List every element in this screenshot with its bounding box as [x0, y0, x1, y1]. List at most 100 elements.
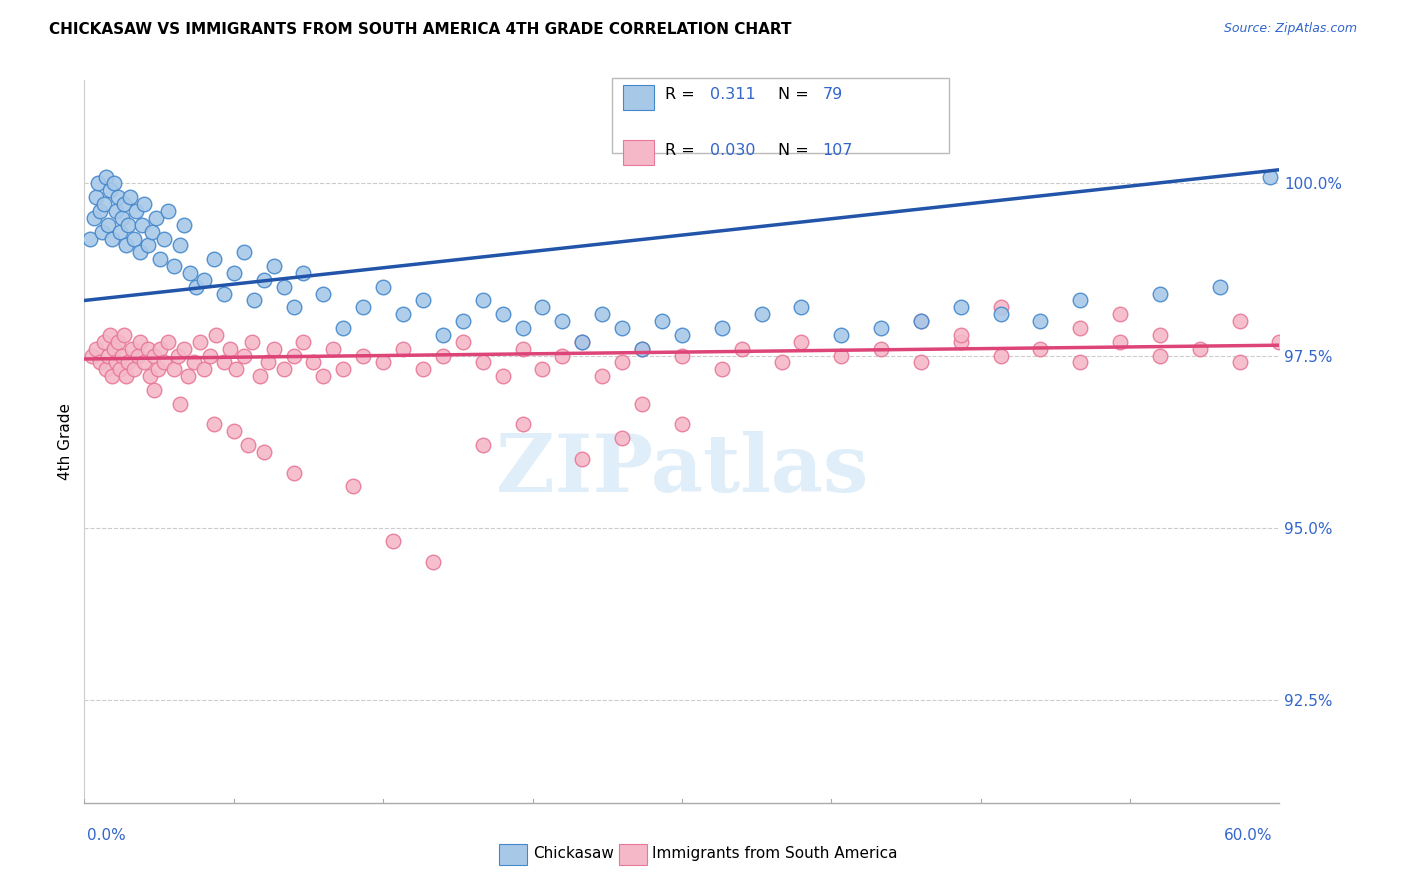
Point	[352, 301, 374, 315]
Point	[112, 327, 135, 342]
Point	[949, 334, 972, 349]
Point	[710, 321, 733, 335]
Point	[870, 321, 893, 335]
Point	[111, 211, 134, 225]
Point	[127, 349, 149, 363]
Point	[1069, 355, 1091, 369]
Point	[139, 369, 162, 384]
Point	[179, 266, 201, 280]
Point	[173, 218, 195, 232]
Point	[471, 355, 494, 369]
Point	[112, 197, 135, 211]
Point	[167, 349, 190, 363]
Point	[163, 362, 186, 376]
Text: N =: N =	[778, 87, 814, 103]
Point	[1188, 342, 1211, 356]
Point	[990, 349, 1012, 363]
Point	[910, 314, 932, 328]
Point	[1029, 342, 1052, 356]
Point	[382, 534, 405, 549]
Point	[97, 349, 120, 363]
Point	[141, 225, 163, 239]
Point	[129, 245, 152, 260]
Point	[129, 334, 152, 349]
Point	[949, 327, 972, 342]
Point	[122, 231, 145, 245]
Point	[591, 307, 613, 321]
Point	[87, 177, 110, 191]
Point	[790, 301, 813, 315]
Point	[631, 397, 654, 411]
Point	[232, 245, 254, 260]
Point	[131, 218, 153, 232]
Point	[1109, 307, 1132, 321]
Point	[551, 349, 574, 363]
Point	[212, 286, 235, 301]
Point	[830, 327, 852, 342]
Point	[132, 355, 156, 369]
Point	[105, 355, 128, 369]
Point	[117, 218, 139, 232]
Point	[177, 369, 200, 384]
Point	[273, 279, 295, 293]
Point	[1258, 169, 1281, 184]
Point	[232, 349, 254, 363]
Point	[184, 279, 207, 293]
Point	[86, 190, 108, 204]
Point	[212, 355, 235, 369]
Point	[225, 362, 247, 376]
Point	[117, 355, 139, 369]
Point	[512, 342, 534, 356]
Point	[253, 273, 276, 287]
Point	[263, 259, 285, 273]
Point	[1149, 286, 1171, 301]
Point	[157, 204, 180, 219]
Point	[283, 301, 305, 315]
Point	[120, 190, 142, 204]
Point	[531, 301, 554, 315]
Point	[132, 197, 156, 211]
Text: 79: 79	[823, 87, 842, 103]
Point	[990, 307, 1012, 321]
Point	[332, 362, 354, 376]
Point	[169, 397, 191, 411]
Point	[1209, 279, 1232, 293]
Point	[1029, 314, 1052, 328]
Text: 107: 107	[823, 143, 853, 158]
Point	[451, 314, 474, 328]
Point	[97, 218, 120, 232]
Text: Chickasaw: Chickasaw	[533, 846, 614, 861]
Point	[949, 301, 972, 315]
Point	[222, 266, 245, 280]
Point	[83, 211, 105, 225]
Text: 0.311: 0.311	[710, 87, 756, 103]
Point	[146, 362, 169, 376]
Point	[89, 355, 111, 369]
Point	[236, 438, 259, 452]
Point	[115, 238, 138, 252]
Point	[249, 369, 271, 384]
Point	[101, 369, 124, 384]
Point	[1229, 314, 1251, 328]
Point	[571, 334, 593, 349]
Point	[531, 362, 554, 376]
Point	[651, 314, 673, 328]
Point	[1268, 334, 1291, 349]
Point	[412, 362, 434, 376]
Point	[256, 355, 278, 369]
Text: R =: R =	[665, 143, 700, 158]
Point	[790, 334, 813, 349]
Point	[218, 342, 240, 356]
Point	[671, 349, 693, 363]
Point	[125, 204, 148, 219]
Point	[770, 355, 793, 369]
Text: 0.0%: 0.0%	[87, 828, 127, 843]
Point	[292, 334, 315, 349]
Point	[153, 231, 176, 245]
Point	[1149, 349, 1171, 363]
Point	[105, 204, 128, 219]
Point	[870, 342, 893, 356]
Point	[492, 369, 515, 384]
Point	[136, 342, 159, 356]
Point	[163, 259, 186, 273]
